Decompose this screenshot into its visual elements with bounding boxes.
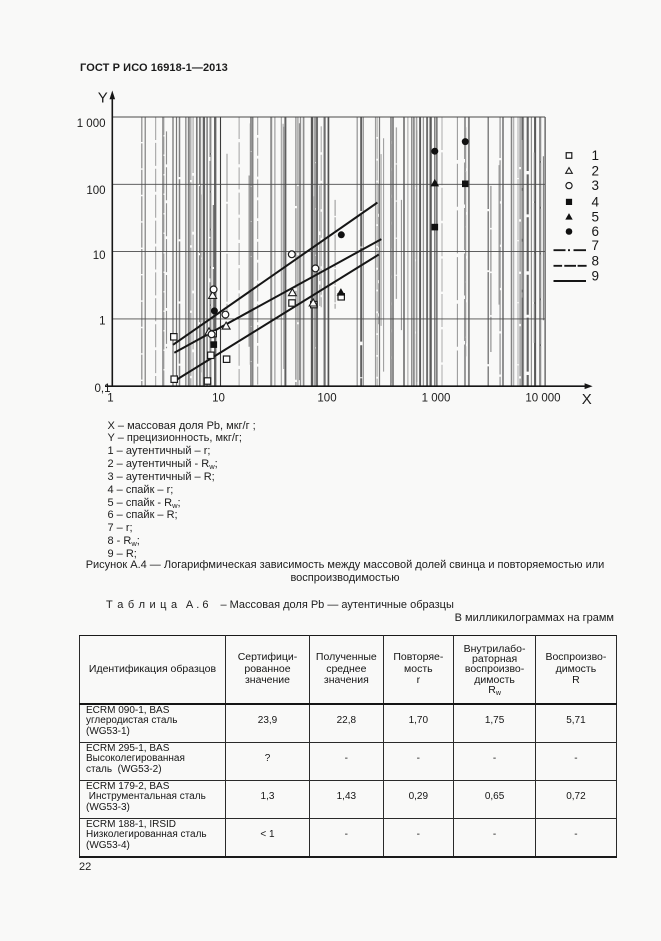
svg-text:3: 3 [592, 178, 600, 193]
svg-text:8: 8 [592, 254, 600, 269]
svg-text:7: 7 [592, 238, 600, 253]
svg-text:Y: Y [98, 90, 108, 107]
svg-text:4: 4 [592, 194, 600, 209]
svg-text:1: 1 [107, 393, 113, 405]
svg-text:X: X [582, 391, 592, 408]
svg-text:1 000: 1 000 [422, 393, 451, 405]
svg-text:100: 100 [317, 393, 336, 405]
svg-text:1 000: 1 000 [77, 118, 106, 130]
svg-text:1: 1 [592, 148, 600, 163]
svg-text:10: 10 [212, 393, 225, 405]
svg-text:100: 100 [86, 185, 105, 197]
svg-text:10: 10 [93, 250, 106, 262]
svg-text:2: 2 [592, 164, 600, 179]
svg-text:10 000: 10 000 [525, 393, 560, 405]
svg-text:6: 6 [592, 224, 600, 239]
svg-text:0,1: 0,1 [95, 383, 111, 395]
svg-text:1: 1 [99, 316, 105, 328]
svg-text:9: 9 [592, 269, 600, 284]
svg-text:5: 5 [592, 210, 600, 225]
